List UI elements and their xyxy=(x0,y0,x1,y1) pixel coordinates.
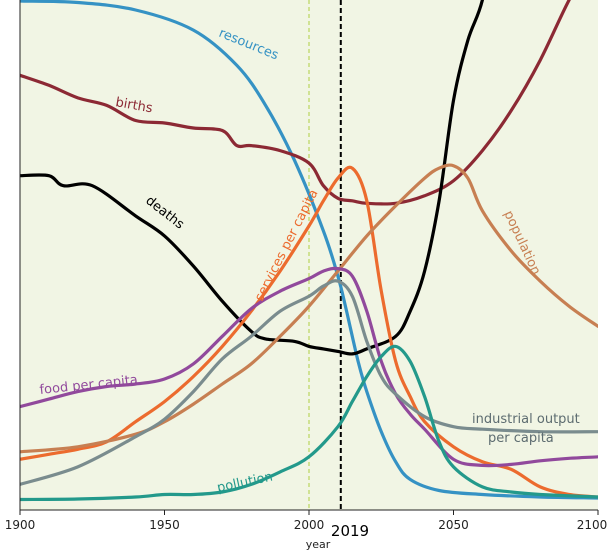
food-per-capita-line xyxy=(20,266,598,468)
x-tick-label-2000: 2000 xyxy=(294,518,325,532)
pollution-line xyxy=(20,344,598,502)
births-line xyxy=(20,0,571,206)
resources-line xyxy=(20,0,598,500)
industrial-output-per-capita-line xyxy=(20,279,598,486)
series-lines xyxy=(20,0,598,502)
services-per-capita-line xyxy=(20,165,598,499)
x-tick-label-2100: 2100 xyxy=(577,518,607,532)
marker-label-2019: 2019 xyxy=(331,522,369,540)
x-tick-label-2050: 2050 xyxy=(438,518,469,532)
x-axis-title: year xyxy=(306,538,331,551)
x-tick-label-1950: 1950 xyxy=(149,518,180,532)
population-line xyxy=(20,163,598,454)
births-label: births xyxy=(114,95,154,116)
x-axis-ticks: 1900 1950 2000 2050 2100 xyxy=(5,510,607,532)
industrial-output-label-line1: industrial output xyxy=(472,412,580,427)
industrial-output-label-line2: per capita xyxy=(488,431,554,446)
x-tick-label-1900: 1900 xyxy=(5,518,36,532)
